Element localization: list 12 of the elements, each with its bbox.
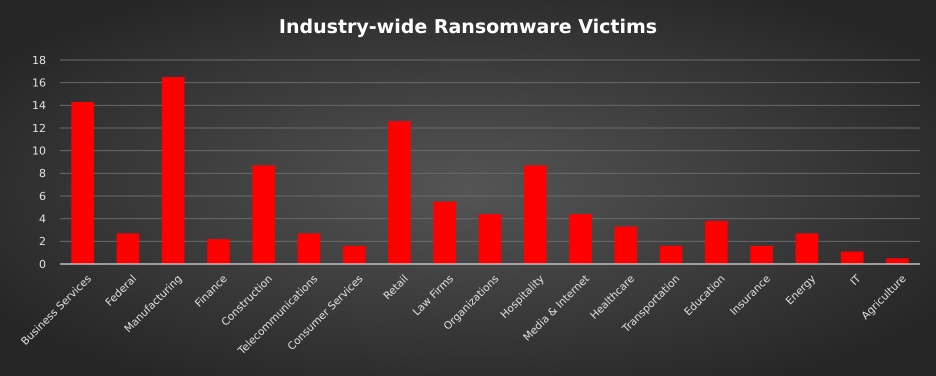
chart-title: Industry-wide Ransomware Victims [278, 16, 658, 38]
y-tick-label: 18 [32, 54, 46, 67]
x-tick-label: IT [848, 272, 864, 288]
y-tick-label: 10 [32, 144, 46, 158]
y-tick-label: 16 [32, 76, 46, 90]
y-tick-label: 14 [32, 99, 46, 112]
y-tick-label: 2 [39, 235, 46, 248]
y-tick-label: 0 [39, 258, 46, 271]
y-tick-label: 4 [39, 212, 46, 226]
y-tick-label: 8 [39, 167, 46, 180]
y-tick-label: 6 [39, 190, 46, 203]
y-tick-label: 12 [32, 122, 46, 135]
